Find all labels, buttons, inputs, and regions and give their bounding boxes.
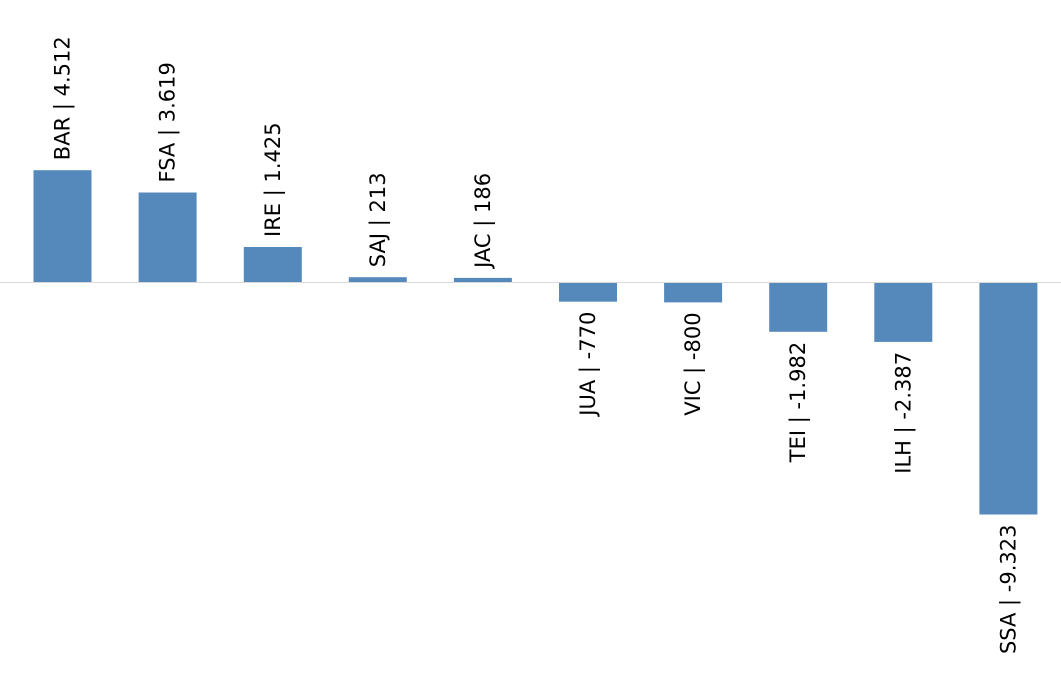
bar-ire: [243, 247, 302, 283]
bar-tei: [769, 282, 828, 332]
bars-group: [33, 170, 1038, 515]
data-label-jac: JAC | 186: [471, 173, 496, 270]
data-label-fsa: FSA | 3.619: [156, 62, 181, 182]
bar-jac: [453, 277, 512, 283]
bar-jua: [559, 282, 617, 302]
bar-ilh: [874, 282, 933, 342]
data-label-jua: JUA | -770: [576, 312, 601, 418]
data-label-ssa: SSA | -9.323: [996, 525, 1021, 655]
data-label-vic: VIC | -800: [681, 312, 706, 415]
data-label-tei: TEI | -1.982: [786, 342, 811, 463]
bar-fsa: [138, 192, 197, 283]
data-label-saj: SAJ | 213: [366, 172, 391, 267]
bar-bar: [33, 170, 92, 283]
bar-ssa: [979, 282, 1038, 515]
data-label-ire: IRE | 1.425: [261, 122, 286, 237]
data-label-ilh: ILH | -2.387: [891, 352, 916, 474]
labels-group: BAR | 4.512 FSA | 3.619 IRE | 1.425 SAJ | 2…: [51, 36, 1022, 654]
bar-vic: [664, 282, 723, 303]
bar-saj: [348, 277, 407, 283]
data-label-bar: BAR | 4.512: [51, 36, 76, 160]
